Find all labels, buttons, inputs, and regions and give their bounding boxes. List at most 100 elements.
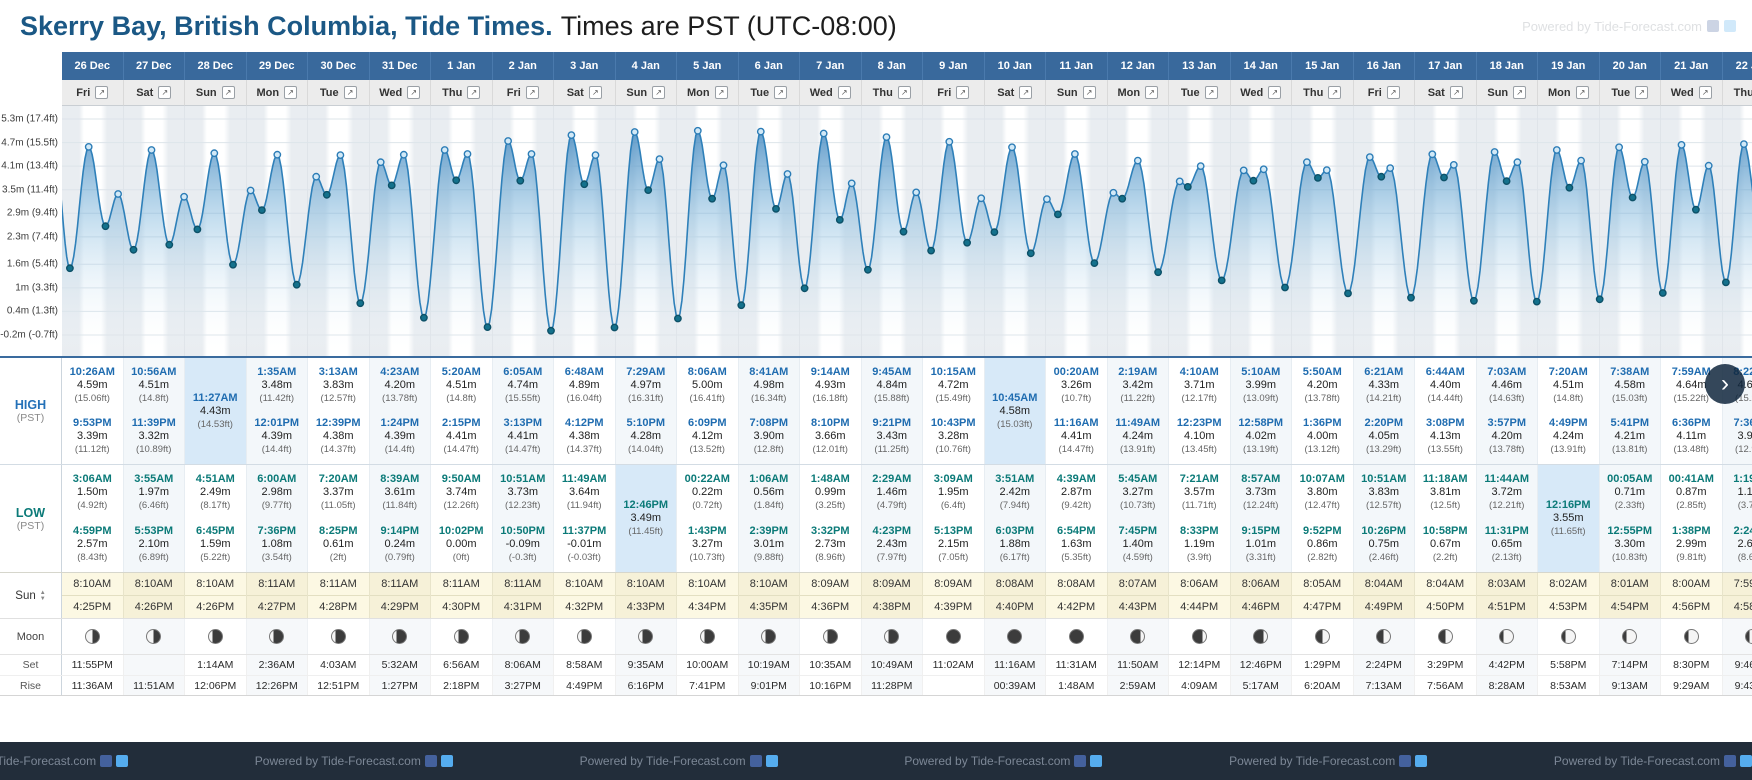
expand-day-icon[interactable]: ↗ (1019, 86, 1033, 99)
date-header-cell[interactable]: 8 Jan (861, 52, 923, 80)
tide-height-m: 4.41m (507, 430, 539, 442)
expand-day-icon[interactable]: ↗ (284, 86, 298, 99)
high-tide-marker (210, 149, 219, 158)
tide-height-m: 2.99m (1675, 537, 1707, 550)
expand-day-icon[interactable]: ↗ (1698, 86, 1712, 99)
twitter-icon[interactable] (765, 755, 778, 767)
powered-by-link[interactable]: Powered by Tide-Forecast.com (1229, 754, 1396, 768)
expand-day-icon[interactable]: ↗ (343, 86, 357, 99)
expand-day-icon[interactable]: ↗ (1204, 86, 1218, 99)
date-header-cell[interactable]: 28 Dec (185, 52, 247, 80)
facebook-icon[interactable] (1399, 755, 1412, 767)
expand-day-icon[interactable]: ↗ (714, 86, 728, 99)
powered-by-link[interactable]: Powered by Tide-Forecast.com (579, 754, 746, 768)
powered-by-link[interactable]: Powered by Tide-Forecast.com (904, 754, 1071, 768)
expand-day-icon[interactable]: ↗ (1513, 86, 1527, 99)
date-header-cell[interactable]: 1 Jan (431, 52, 493, 80)
facebook-icon[interactable] (1723, 755, 1736, 767)
facebook-icon[interactable] (1074, 755, 1087, 767)
twitter-icon[interactable] (116, 755, 129, 767)
tide-time: 4:59PM (72, 524, 112, 537)
date-header-cell[interactable]: 18 Jan (1476, 52, 1538, 80)
date-header-cell[interactable]: 10 Jan (984, 52, 1046, 80)
day-of-week-cell: Thu ↗ (431, 80, 493, 106)
date-header-cell[interactable]: 17 Jan (1415, 52, 1477, 80)
date-header-cell[interactable]: 21 Jan (1661, 52, 1723, 80)
date-header-cell[interactable]: 13 Jan (1169, 52, 1231, 80)
date-header-cell[interactable]: 19 Jan (1538, 52, 1600, 80)
expand-day-icon[interactable]: ↗ (1328, 86, 1342, 99)
date-header-cell[interactable]: 7 Jan (800, 52, 862, 80)
tide-time: 7:08PM (749, 417, 789, 429)
tide-entry: 3:13PM 4.41m (14.47ft) (493, 411, 554, 462)
date-header-cell[interactable]: 4 Jan (615, 52, 677, 80)
expand-day-icon[interactable]: ↗ (774, 86, 788, 99)
expand-day-icon[interactable]: ↗ (588, 86, 602, 99)
date-header-cell[interactable]: 31 Dec (369, 52, 431, 80)
date-header-cell[interactable]: 14 Jan (1230, 52, 1292, 80)
date-header-cell[interactable]: 30 Dec (308, 52, 370, 80)
expand-day-icon[interactable]: ↗ (1145, 86, 1159, 99)
expand-day-icon[interactable]: ↗ (95, 86, 109, 99)
tide-entry: 9:14PM 0.24m (0.79ft) (370, 519, 431, 571)
date-header-cell[interactable]: 12 Jan (1107, 52, 1169, 80)
moonrise-time: 9:43AM (1722, 676, 1752, 695)
twitter-icon[interactable] (1415, 755, 1428, 767)
expand-day-icon[interactable]: ↗ (1635, 86, 1649, 99)
date-header-cell[interactable]: 2 Jan (492, 52, 554, 80)
expand-day-icon[interactable]: ↗ (467, 86, 481, 99)
expand-day-icon[interactable]: ↗ (221, 86, 235, 99)
day-of-week-cell: Wed ↗ (800, 80, 862, 106)
expand-day-icon[interactable]: ↗ (897, 86, 911, 99)
expand-day-icon[interactable]: ↗ (956, 86, 970, 99)
powered-by-link[interactable]: Powered by Tide-Forecast.com (1522, 18, 1702, 34)
date-header-cell[interactable]: 29 Dec (246, 52, 308, 80)
date-header-cell[interactable]: 11 Jan (1046, 52, 1108, 80)
day-of-week-label: Mon (686, 86, 710, 99)
sunrise-time: 8:11AM (369, 573, 430, 596)
powered-by-link[interactable]: Powered by Tide-Forecast.com (1553, 754, 1720, 768)
moonset-time: 5:32AM (369, 655, 431, 675)
facebook-icon[interactable] (100, 755, 113, 767)
expand-day-icon[interactable]: ↗ (1575, 86, 1589, 99)
expand-day-icon[interactable]: ↗ (652, 86, 666, 99)
expand-day-icon[interactable]: ↗ (1449, 86, 1463, 99)
powered-by-link[interactable]: Powered by Tide-Forecast.com (254, 754, 421, 768)
expand-day-icon[interactable]: ↗ (1386, 86, 1400, 99)
twitter-icon[interactable] (440, 755, 453, 767)
tide-time: 11:49AM (1115, 417, 1161, 429)
moon-phase-cell (492, 619, 554, 654)
expand-day-icon[interactable]: ↗ (1082, 86, 1096, 99)
expand-day-icon[interactable]: ↗ (407, 86, 421, 99)
date-header-cell[interactable]: 27 Dec (123, 52, 185, 80)
facebook-icon[interactable] (749, 755, 762, 767)
expand-day-icon[interactable]: ↗ (525, 86, 539, 99)
high-tide-marker (1677, 141, 1686, 149)
date-header-cell[interactable]: 16 Jan (1353, 52, 1415, 80)
expand-day-icon[interactable]: ↗ (1268, 86, 1282, 99)
date-header-cell[interactable]: 6 Jan (738, 52, 800, 80)
tide-height-ft: (10.83ft) (1612, 551, 1648, 563)
scroll-next-button[interactable]: › (1705, 364, 1745, 404)
twitter-icon[interactable] (1739, 755, 1752, 767)
day-of-week-label: Sun (195, 86, 217, 99)
facebook-icon[interactable] (1707, 20, 1719, 32)
expand-day-icon[interactable]: ↗ (158, 86, 172, 99)
tide-height-m: 4.84m (876, 379, 908, 391)
powered-by-link[interactable]: Powered by Tide-Forecast.com (0, 754, 97, 768)
tide-time: 7:59AM (1671, 366, 1711, 378)
tide-height-m: 4.00m (1306, 430, 1338, 442)
tide-entry: 7:36PM3.95m (12.96ft) (1723, 411, 1752, 462)
date-header-cell[interactable]: 9 Jan (923, 52, 985, 80)
expand-day-icon[interactable]: ↗ (837, 86, 851, 99)
date-header-cell[interactable]: 22 Jan (1722, 52, 1752, 80)
date-header-cell[interactable]: 3 Jan (554, 52, 616, 80)
date-header-cell[interactable]: 5 Jan (677, 52, 739, 80)
date-header-cell[interactable]: 20 Jan (1599, 52, 1661, 80)
twitter-icon[interactable] (1090, 755, 1103, 767)
twitter-icon[interactable] (1724, 20, 1736, 32)
day-of-week-label: Thu (1733, 86, 1752, 99)
facebook-icon[interactable] (424, 755, 437, 767)
date-header-cell[interactable]: 26 Dec (62, 52, 124, 80)
date-header-cell[interactable]: 15 Jan (1292, 52, 1354, 80)
